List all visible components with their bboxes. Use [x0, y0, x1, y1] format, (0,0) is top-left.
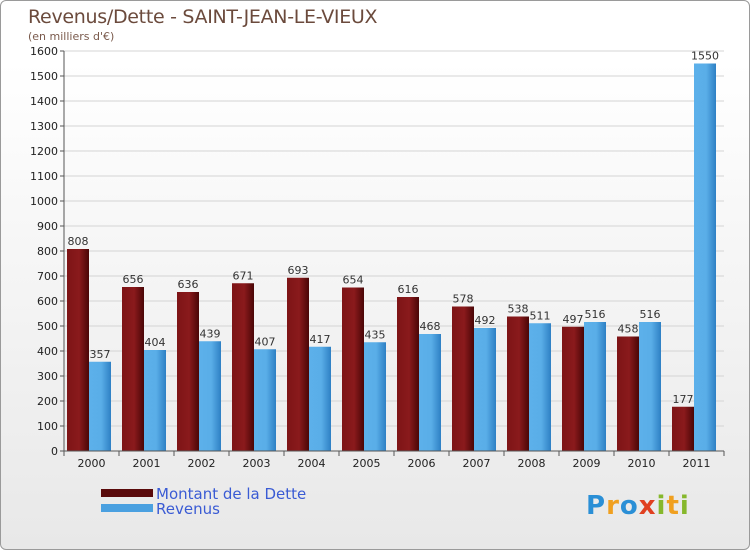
y-tick-label: 1400	[30, 95, 58, 108]
y-tick-label: 1500	[30, 70, 58, 83]
bar-revenus	[89, 361, 111, 451]
logo-letter: x	[638, 491, 657, 521]
logo-letter: t	[666, 491, 680, 521]
data-label-revenus: 468	[420, 320, 441, 333]
bar-revenus	[254, 349, 276, 451]
data-label-revenus: 357	[90, 348, 111, 361]
x-tick-label: 2009	[573, 457, 601, 470]
y-tick-label: 200	[37, 395, 58, 408]
legend-swatch-revenus	[101, 504, 153, 512]
x-tick-label: 2001	[133, 457, 161, 470]
y-tick-label: 700	[37, 270, 58, 283]
proxiti-logo: Proxiti	[586, 491, 690, 521]
bar-debt	[507, 316, 529, 451]
x-tick-label: 2011	[683, 457, 711, 470]
legend-label-debt: Montant de la Dette	[156, 485, 307, 503]
x-tick-label: 2006	[408, 457, 436, 470]
bar-revenus	[694, 63, 716, 451]
data-label-debt: 671	[233, 269, 254, 282]
bar-debt	[232, 283, 254, 451]
bar-revenus	[474, 328, 496, 451]
data-label-revenus: 439	[200, 327, 221, 340]
data-label-revenus: 404	[145, 336, 166, 349]
data-label-debt: 693	[288, 264, 309, 277]
data-label-revenus: 492	[475, 314, 496, 327]
logo-letter: P	[586, 491, 607, 521]
legend-swatch-debt	[101, 489, 153, 497]
x-tick-label: 2004	[298, 457, 326, 470]
bar-revenus	[364, 342, 386, 451]
data-label-debt: 636	[178, 278, 199, 291]
y-tick-label: 600	[37, 295, 58, 308]
y-tick-label: 1200	[30, 145, 58, 158]
y-tick-label: 800	[37, 245, 58, 258]
data-label-debt: 497	[563, 313, 584, 326]
logo-letter: r	[606, 491, 620, 521]
x-tick-label: 2002	[188, 457, 216, 470]
data-label-debt: 177	[673, 393, 694, 406]
x-tick-label: 2007	[463, 457, 491, 470]
y-tick-label: 300	[37, 370, 58, 383]
bar-chart: 808 357 656 404 636 439 671 407 693 417 654 435 616 4…	[30, 45, 725, 470]
y-tick-label: 100	[37, 420, 58, 433]
bar-debt	[177, 292, 199, 451]
bar-debt	[452, 306, 474, 451]
chart-title: Revenus/Dette - SAINT-JEAN-LE-VIEUX	[28, 6, 378, 28]
logo-letter: o	[619, 491, 639, 521]
data-label-debt: 616	[398, 283, 419, 296]
x-tick-label: 2005	[353, 457, 381, 470]
data-label-debt: 578	[453, 293, 474, 306]
bar-debt	[67, 249, 89, 451]
y-tick-label: 500	[37, 320, 58, 333]
y-tick-label: 1600	[30, 45, 58, 58]
x-tick-label: 2000	[78, 457, 106, 470]
data-label-revenus: 511	[530, 309, 551, 322]
x-tick-label: 2010	[628, 457, 656, 470]
y-tick-label: 400	[37, 345, 58, 358]
y-tick-label: 0	[51, 445, 58, 458]
data-label-revenus: 435	[365, 328, 386, 341]
data-label-debt: 656	[123, 273, 144, 286]
x-tick-label: 2003	[243, 457, 271, 470]
bar-revenus	[639, 322, 661, 451]
data-label-revenus: 516	[585, 308, 606, 321]
bar-revenus	[144, 350, 166, 451]
data-label-debt: 808	[68, 235, 89, 248]
y-tick-label: 1100	[30, 170, 58, 183]
data-label-debt: 538	[508, 303, 529, 316]
bar-debt	[562, 326, 584, 451]
y-tick-label: 900	[37, 220, 58, 233]
bar-revenus	[419, 334, 441, 451]
bar-debt	[122, 287, 144, 451]
data-label-revenus: 1550	[691, 50, 719, 63]
bar-revenus	[529, 323, 551, 451]
bar-debt	[672, 406, 694, 451]
data-label-debt: 654	[343, 274, 364, 287]
x-tick-label: 2008	[518, 457, 546, 470]
bar-debt	[617, 336, 639, 451]
logo-letter: i	[656, 491, 667, 521]
chart-subtitle: (en milliers d'€)	[28, 30, 115, 43]
legend-label-revenus: Revenus	[156, 500, 220, 518]
data-label-debt: 458	[618, 323, 639, 336]
bar-debt	[287, 277, 309, 451]
bar-debt	[342, 287, 364, 451]
logo-letter: i	[679, 491, 690, 521]
data-label-revenus: 516	[640, 308, 661, 321]
bar-revenus	[584, 322, 606, 451]
bar-debt	[397, 297, 419, 451]
bar-revenus	[309, 346, 331, 451]
data-label-revenus: 417	[310, 333, 331, 346]
y-tick-label: 1000	[30, 195, 58, 208]
bar-revenus	[199, 341, 221, 451]
data-label-revenus: 407	[255, 335, 276, 348]
y-tick-label: 1300	[30, 120, 58, 133]
